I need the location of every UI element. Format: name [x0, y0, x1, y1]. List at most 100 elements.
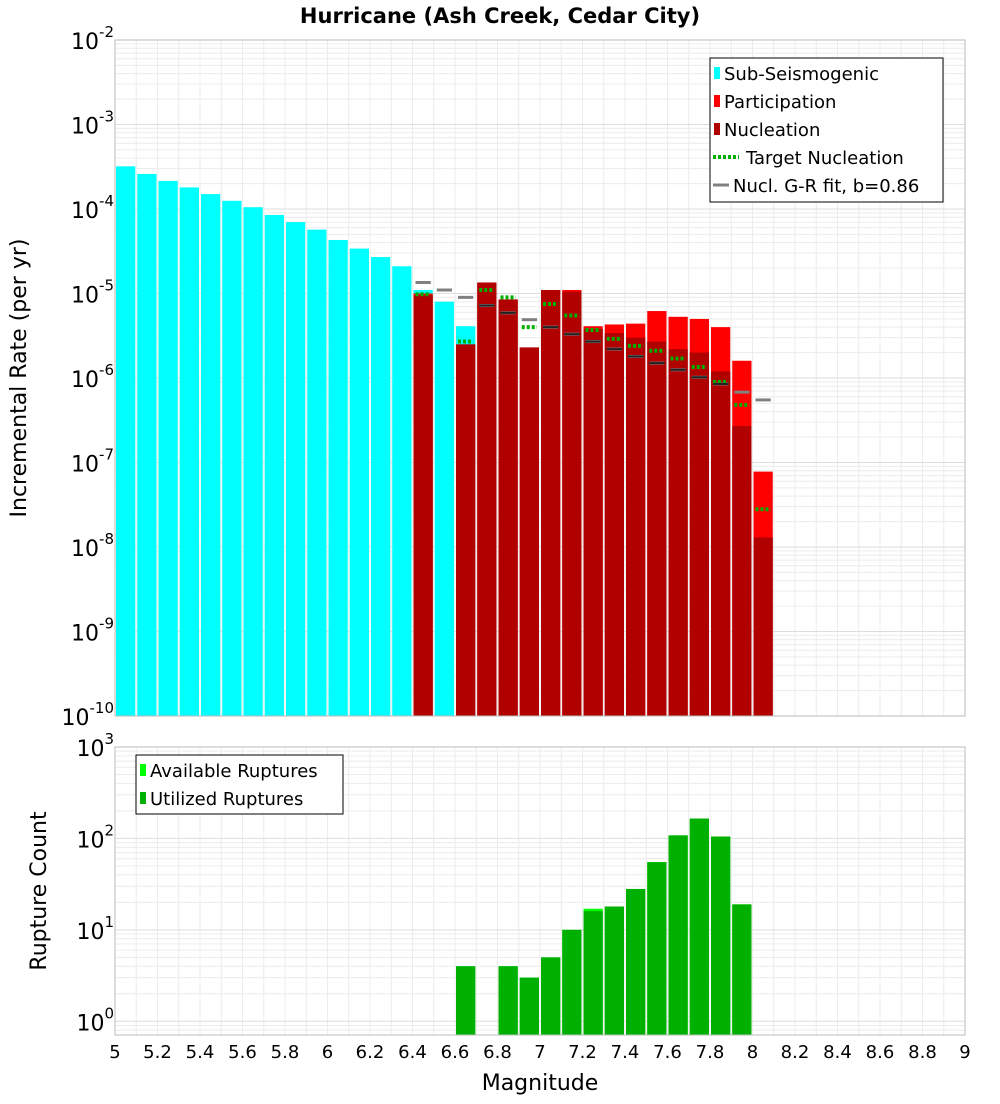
bar-sub-seismogenic — [307, 229, 327, 716]
top-y-tick-label: 10-8 — [71, 530, 114, 562]
legend-label-gr-fit: Nucl. G-R fit, b=0.86 — [733, 176, 919, 197]
top-y-tick-labels: 10-2 10-3 10-4 10-5 10-6 10-7 10-8 10-9 10-10 — [62, 23, 115, 731]
bar-utilized-ruptures — [711, 836, 731, 1035]
chart-title: Hurricane (Ash Creek, Cedar City) — [300, 4, 700, 28]
x-tick-label: 8.2 — [781, 1042, 810, 1063]
legend-label-target-nucleation: Target Nucleation — [745, 148, 904, 169]
x-tick-label: 8.4 — [823, 1042, 852, 1063]
bar-utilized-ruptures — [583, 911, 603, 1035]
bar-nucleation — [413, 295, 433, 716]
legend-swatch-sub-seismogenic — [714, 67, 720, 79]
top-line-marks — [415, 280, 771, 512]
x-tick-label: 6.2 — [356, 1042, 385, 1063]
bar-utilized-ruptures — [562, 929, 582, 1035]
bar-nucleation — [647, 341, 667, 716]
top-y-tick-label: 10-3 — [71, 108, 114, 140]
top-y-tick-label: 10-4 — [71, 192, 114, 224]
bar-sub-seismogenic — [222, 200, 242, 717]
bottom-y-tick-label: 103 — [76, 730, 114, 762]
bottom-plot-border — [114, 746, 966, 1036]
x-axis-label: Magnitude — [482, 1071, 599, 1096]
bar-nucleation — [689, 352, 709, 716]
top-legend: Sub-Seismogenic Participation Nucleation… — [709, 57, 944, 203]
bar-nucleation — [477, 282, 497, 716]
bottom-y-axis-label: Rupture Count — [27, 811, 52, 971]
bar-sub-seismogenic — [243, 207, 263, 716]
bar-sub-seismogenic — [264, 214, 284, 716]
bar-nucleation — [583, 329, 603, 716]
bottom-y-tick-label: 100 — [76, 1004, 114, 1036]
bottom-y-tick-label: 101 — [76, 913, 114, 945]
x-tick-label: 6.6 — [441, 1042, 470, 1063]
bottom-legend-box — [135, 754, 344, 815]
bar-sub-seismogenic — [158, 180, 178, 717]
bar-utilized-ruptures — [647, 862, 667, 1035]
bar-utilized-ruptures — [668, 835, 688, 1035]
x-tick-label: 7.8 — [696, 1042, 725, 1063]
x-tick-label: 7 — [534, 1042, 545, 1063]
top-y-tick-label: 10-2 — [71, 23, 114, 55]
bar-sub-seismogenic — [286, 222, 306, 716]
legend-swatch-available-ruptures — [140, 764, 146, 776]
legend-label-available-ruptures: Available Ruptures — [150, 761, 318, 782]
bar-sub-seismogenic — [349, 248, 369, 716]
x-tick-label: 5.6 — [228, 1042, 257, 1063]
legend-swatch-nucleation — [714, 123, 720, 135]
x-tick-label: 6 — [322, 1042, 333, 1063]
bar-nucleation — [626, 337, 646, 716]
bar-utilized-ruptures — [732, 904, 752, 1035]
bottom-bars — [456, 818, 752, 1035]
bar-utilized-ruptures — [541, 957, 561, 1035]
bar-sub-seismogenic — [392, 266, 412, 716]
x-tick-label: 5 — [109, 1042, 120, 1063]
bar-nucleation — [711, 371, 731, 716]
bar-utilized-ruptures — [689, 818, 709, 1035]
bar-sub-seismogenic — [116, 166, 136, 716]
x-tick-label: 5.8 — [271, 1042, 300, 1063]
bar-nucleation — [732, 426, 752, 716]
legend-label-utilized-ruptures: Utilized Ruptures — [150, 789, 303, 810]
legend-label-sub-seismogenic: Sub-Seismogenic — [724, 64, 879, 85]
x-tick-label: 7.2 — [568, 1042, 597, 1063]
x-tick-label: 7.4 — [611, 1042, 640, 1063]
top-y-tick-label: 10-9 — [71, 615, 114, 647]
top-y-tick-label: 10-6 — [71, 361, 114, 393]
bar-utilized-ruptures — [519, 977, 539, 1035]
bar-utilized-ruptures — [626, 888, 646, 1035]
bar-nucleation — [604, 333, 624, 716]
x-tick-label: 8 — [747, 1042, 758, 1063]
bar-nucleation — [541, 290, 561, 716]
x-tick-label: 7.6 — [653, 1042, 682, 1063]
top-y-tick-label: 10-5 — [71, 277, 114, 309]
legend-swatch-participation — [714, 95, 720, 107]
bar-utilized-ruptures — [456, 966, 476, 1035]
top-y-axis-label: Incremental Rate (per yr) — [7, 239, 32, 518]
bar-utilized-ruptures — [498, 966, 518, 1035]
top-legend-box — [709, 57, 944, 203]
legend-swatch-utilized-ruptures — [140, 792, 146, 804]
bar-sub-seismogenic — [434, 301, 454, 716]
bar-nucleation — [519, 347, 539, 716]
x-tick-label: 5.4 — [186, 1042, 215, 1063]
bar-utilized-ruptures — [604, 906, 624, 1035]
top-y-tick-label: 10-10 — [62, 699, 115, 731]
bottom-y-tick-label: 102 — [76, 821, 114, 853]
bar-nucleation — [498, 299, 518, 716]
x-tick-label: 6.8 — [483, 1042, 512, 1063]
x-tick-label: 5.2 — [143, 1042, 172, 1063]
bottom-y-tick-labels: 103 102 101 100 — [76, 730, 114, 1036]
x-tick-labels: 5 5.2 5.4 5.6 5.8 6 6.2 6.4 6.6 6.8 7 7.2 7.4 7.6 7.8 8… — [109, 1042, 970, 1063]
x-tick-label: 9 — [959, 1042, 970, 1063]
bar-sub-seismogenic — [137, 173, 157, 716]
legend-label-participation: Participation — [724, 92, 836, 113]
bar-sub-seismogenic — [179, 187, 199, 717]
bar-nucleation — [753, 537, 773, 716]
bar-sub-seismogenic — [371, 257, 391, 716]
bar-nucleation — [456, 344, 476, 716]
top-bars — [116, 166, 773, 717]
bar-sub-seismogenic — [328, 239, 348, 716]
top-plot-border — [114, 39, 966, 717]
bottom-legend: Available Ruptures Utilized Ruptures — [135, 754, 344, 815]
